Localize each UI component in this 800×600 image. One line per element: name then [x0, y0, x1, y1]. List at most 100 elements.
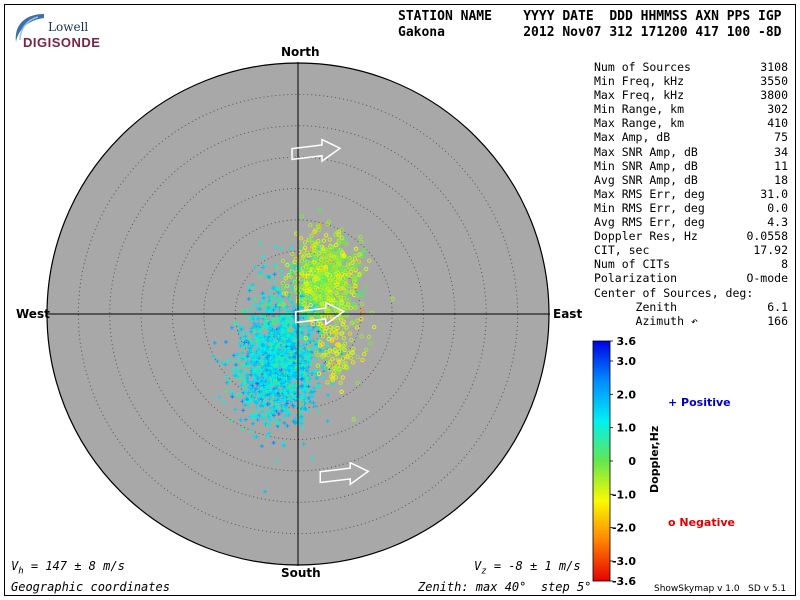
scatter-point-negative	[312, 283, 317, 288]
scatter-point-negative	[309, 240, 315, 245]
scatter-point-negative	[351, 346, 356, 352]
stat-value: 3108	[760, 60, 788, 74]
scatter-point-positive	[268, 412, 273, 417]
scatter-point-positive	[243, 399, 248, 404]
scatter-point-positive	[251, 415, 256, 420]
scatter-point-negative	[324, 250, 330, 255]
scatter-point-negative	[354, 293, 360, 299]
scatter-point-positive	[239, 355, 244, 360]
scatter-point-positive	[283, 402, 288, 407]
scatter-point-positive	[291, 419, 296, 424]
scatter-point-positive	[298, 357, 303, 362]
scatter-point-positive	[273, 304, 278, 309]
scatter-point-negative	[315, 281, 321, 287]
stat-label: Avg SNR Amp, dB	[594, 172, 698, 187]
scatter-point-negative	[308, 237, 313, 242]
scatter-point-positive	[233, 368, 238, 373]
scatter-point-negative	[346, 297, 352, 302]
scatter-point-negative	[326, 314, 332, 319]
scatter-point-positive	[277, 305, 282, 310]
scatter-point-negative	[316, 312, 321, 317]
scatter-point-positive	[267, 368, 272, 373]
scatter-point-positive	[303, 353, 308, 358]
scatter-point-positive	[250, 282, 255, 287]
scatter-point-positive	[270, 393, 275, 398]
scatter-point-negative	[324, 279, 329, 285]
scatter-point-positive	[257, 383, 262, 388]
scatter-point-positive	[278, 389, 283, 394]
scatter-point-negative	[329, 245, 335, 250]
stat-label: Center of Sources, deg:	[594, 285, 754, 300]
scatter-point-positive	[298, 371, 303, 376]
scatter-point-positive	[248, 398, 253, 403]
scatter-point-negative	[333, 255, 338, 260]
scatter-point-positive	[269, 360, 274, 365]
scatter-point-negative	[326, 336, 331, 342]
scatter-point-negative	[318, 287, 323, 292]
scatter-point-positive	[284, 383, 289, 388]
scatter-point-positive	[288, 316, 293, 321]
scatter-point-negative	[364, 266, 369, 272]
scatter-point-positive	[252, 378, 257, 383]
scatter-point-positive	[246, 403, 251, 408]
scatter-point-positive	[238, 376, 243, 381]
scatter-point-negative	[340, 356, 346, 361]
stat-value: 11	[774, 158, 788, 173]
scatter-point-positive	[217, 395, 222, 400]
scatter-point-positive	[237, 357, 242, 362]
scatter-point-positive	[304, 376, 309, 381]
scatter-point-positive	[276, 290, 281, 295]
scatter-point-positive	[257, 328, 262, 333]
scatter-point-positive	[249, 352, 254, 357]
scatter-point-positive	[291, 331, 296, 336]
scatter-point-negative	[302, 240, 308, 245]
scatter-point-positive	[301, 401, 306, 406]
stat-row: Zenith 6.1	[594, 300, 792, 314]
scatter-point-negative	[332, 347, 338, 353]
scatter-point-positive	[260, 334, 265, 339]
scatter-point-positive	[307, 354, 312, 359]
stat-label: Polarization	[594, 271, 678, 286]
scatter-point-positive	[283, 320, 288, 325]
scatter-point-positive	[265, 433, 270, 438]
scatter-point-negative	[356, 259, 362, 264]
scatter-point-positive	[274, 386, 279, 391]
scatter-point-positive	[267, 388, 272, 393]
scatter-point-positive	[238, 343, 243, 348]
legend-negative: o Negative	[668, 516, 735, 529]
scatter-point-positive	[264, 409, 269, 414]
scatter-point-positive	[283, 359, 288, 364]
scatter-point-positive	[268, 356, 273, 361]
scatter-point-positive	[249, 340, 254, 345]
scatter-point-negative	[283, 276, 288, 281]
scatter-point-positive	[312, 386, 317, 391]
scatter-point-positive	[289, 366, 294, 371]
scatter-point-positive	[268, 346, 273, 351]
scatter-point-positive	[270, 318, 275, 323]
scatter-point-positive	[271, 368, 276, 373]
scatter-point-negative	[321, 262, 326, 267]
horizontal-velocity: Vh = 147 ± 8 m/s	[11, 559, 125, 577]
scatter-point-negative	[325, 380, 330, 385]
scatter-point-negative	[304, 290, 309, 295]
scatter-point-positive	[258, 274, 263, 279]
scatter-point-negative	[281, 302, 286, 307]
scatter-point-positive	[250, 355, 255, 360]
scatter-point-negative	[364, 286, 369, 291]
scatter-point-negative	[349, 287, 355, 292]
scatter-point-positive	[263, 374, 268, 379]
scatter-point-positive	[274, 357, 279, 362]
scatter-point-positive	[251, 302, 256, 307]
scatter-point-negative	[344, 305, 349, 310]
scatter-point-positive	[243, 334, 248, 339]
scatter-point-negative	[338, 317, 344, 322]
stat-label: Max Amp, dB	[594, 130, 671, 145]
stat-value: 302	[767, 102, 788, 117]
scatter-point-negative	[350, 350, 355, 356]
scatter-point-positive	[266, 410, 271, 415]
scatter-point-negative	[299, 214, 304, 219]
scatter-point-negative	[323, 329, 328, 334]
scatter-point-negative	[334, 290, 339, 296]
scatter-point-negative	[353, 275, 358, 280]
scatter-point-positive	[260, 298, 265, 303]
